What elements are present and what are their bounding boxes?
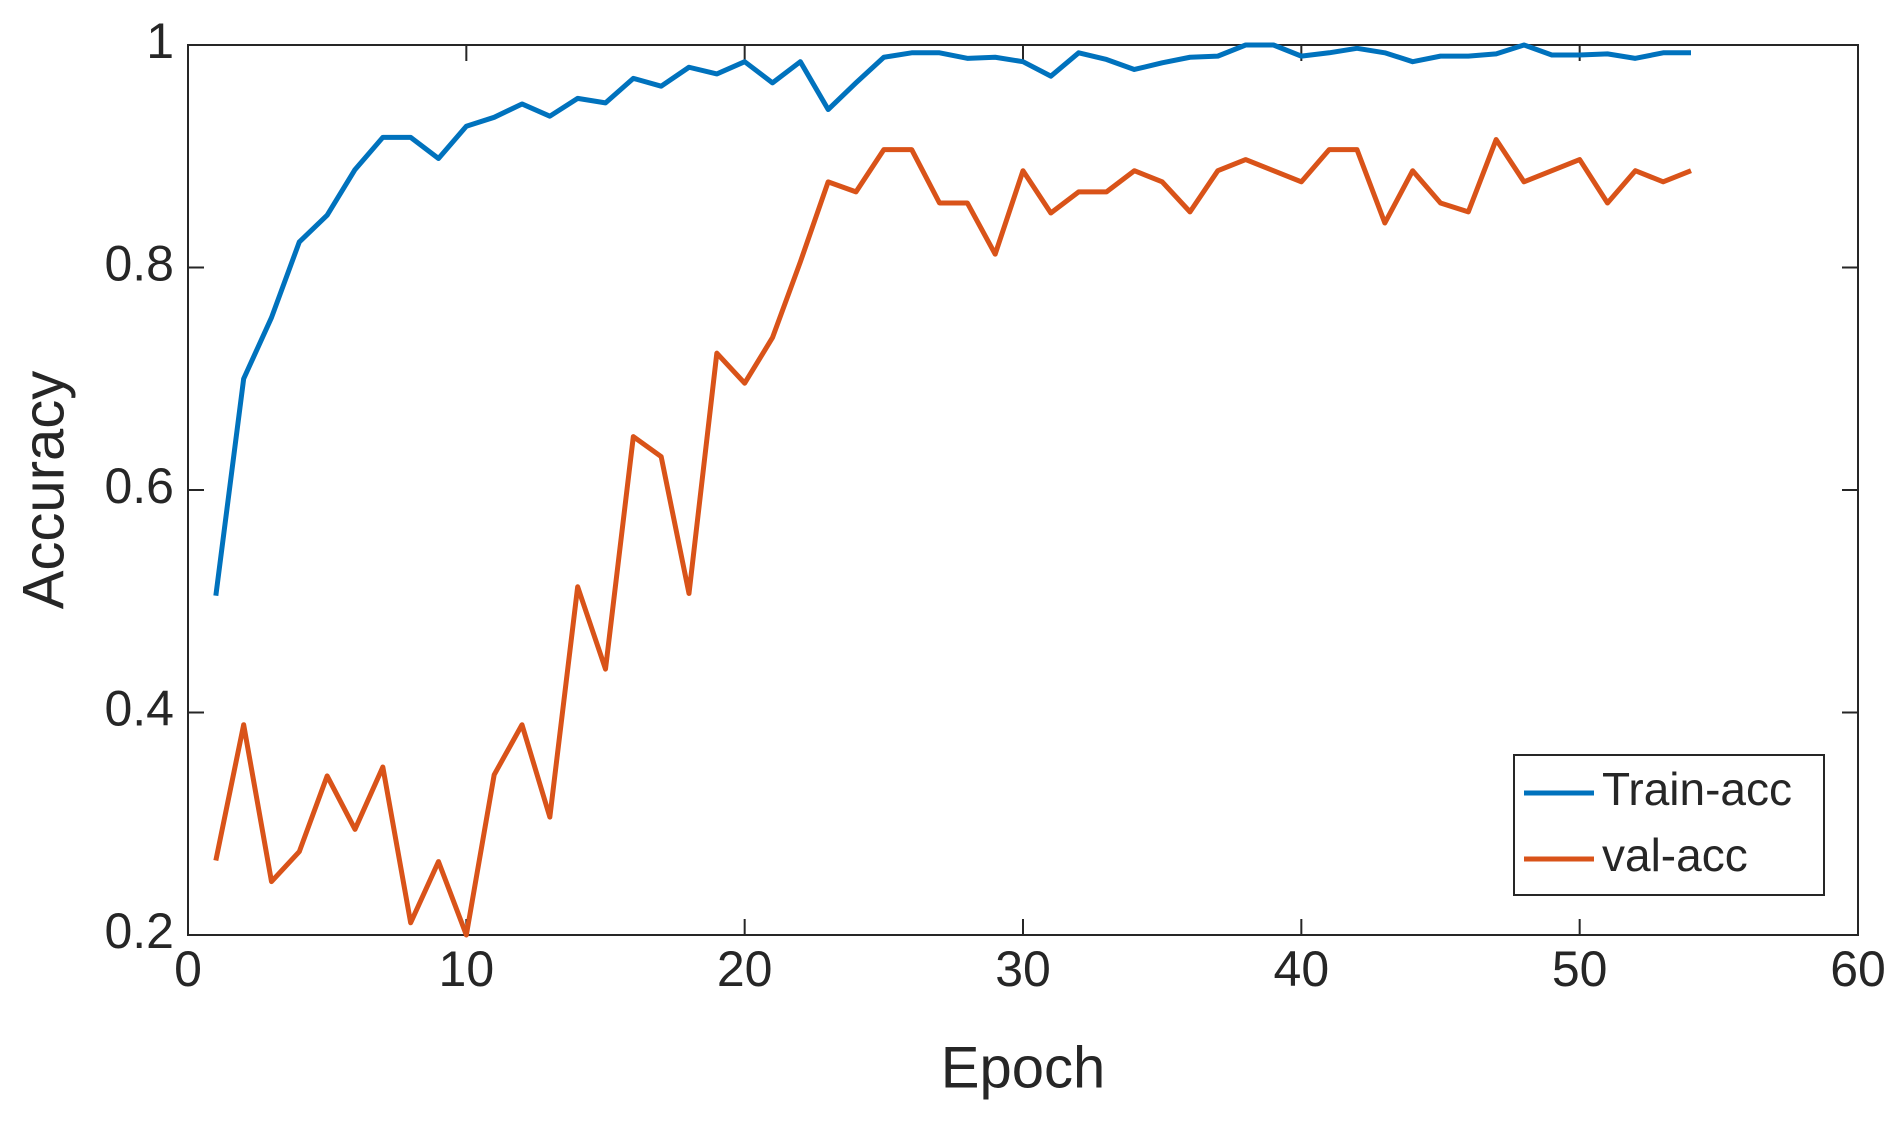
y-tick-label: 0.6 <box>104 458 174 514</box>
y-tick-label: 0.2 <box>104 903 174 959</box>
x-tick-label: 0 <box>174 941 202 997</box>
y-axis-label: Accuracy <box>11 371 76 610</box>
legend-label: val-acc <box>1602 829 1748 881</box>
data-line <box>213 137 1692 938</box>
x-tick-label: 10 <box>439 941 495 997</box>
y-tick-label: 1 <box>146 13 174 69</box>
legend-label: Train-acc <box>1602 763 1792 815</box>
x-tick-label: 40 <box>1274 941 1330 997</box>
legend-box <box>1513 754 1825 896</box>
y-tick-label: 0.8 <box>104 236 174 292</box>
x-tick-label: 20 <box>717 941 773 997</box>
x-tick-label: 50 <box>1552 941 1608 997</box>
y-tick-label: 0.4 <box>104 681 174 737</box>
data-line <box>213 42 1691 597</box>
x-axis-label: Epoch <box>941 1035 1105 1100</box>
x-tick-label: 30 <box>995 941 1051 997</box>
legend: Train-acc val-acc <box>1513 754 1825 896</box>
x-tick-label: 60 <box>1830 941 1886 997</box>
